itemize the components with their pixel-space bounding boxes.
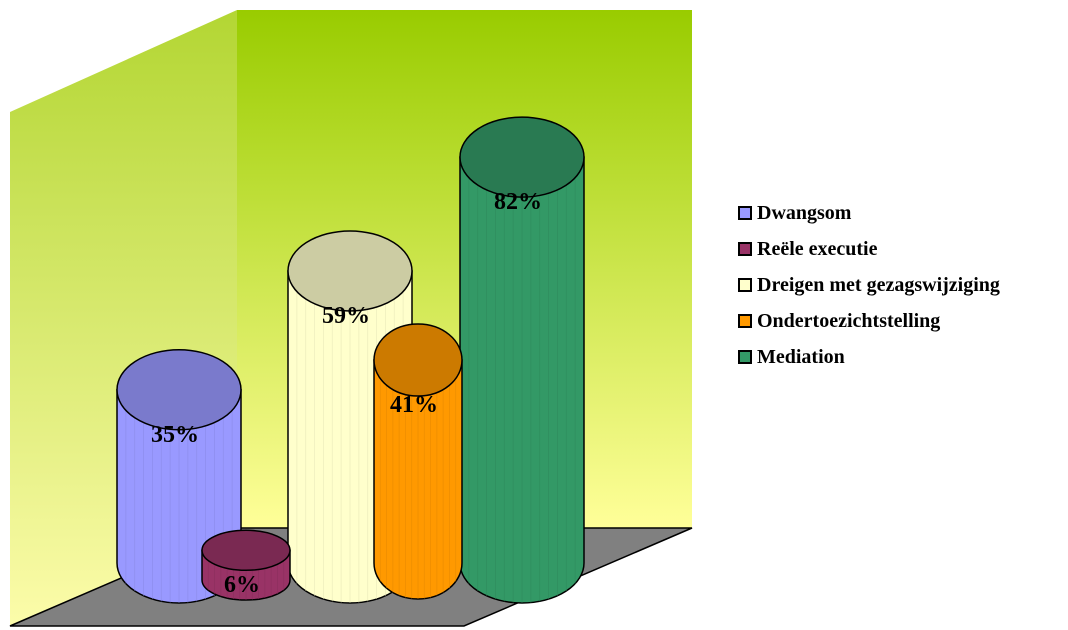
- legend-label: Dreigen met gezagswijziging: [757, 273, 1000, 296]
- data-label-3: 41%: [390, 392, 438, 418]
- bar-top-cap: [459, 116, 585, 198]
- legend-item-mediation: Mediation: [738, 339, 1000, 375]
- bar-4: [459, 116, 585, 604]
- legend-label: Dwangsom: [757, 201, 852, 224]
- legend-swatch: [738, 278, 752, 292]
- bar-top-cap: [116, 349, 242, 431]
- legend-swatch: [738, 242, 752, 256]
- data-label-4: 82%: [494, 189, 542, 215]
- legend: Dwangsom Reële executie Dreigen met geza…: [738, 195, 1000, 375]
- legend-label: Mediation: [757, 345, 845, 368]
- data-label-1: 6%: [224, 572, 260, 598]
- legend-item-reele-executie: Reële executie: [738, 231, 1000, 267]
- data-label-2: 59%: [322, 303, 370, 329]
- legend-swatch: [738, 350, 752, 364]
- legend-swatch: [738, 206, 752, 220]
- legend-label: Ondertoezichtstelling: [757, 309, 941, 332]
- data-labels-group: 35% 59% 6% 82% 41%: [151, 189, 542, 598]
- bar-top-cap: [287, 230, 413, 312]
- legend-label: Reële executie: [757, 237, 878, 260]
- bar-top-cap: [201, 529, 291, 572]
- bar-1: [201, 529, 291, 601]
- bar-top-cap: [373, 323, 463, 397]
- legend-item-dreigen: Dreigen met gezagswijziging: [738, 267, 1000, 303]
- legend-swatch: [738, 314, 752, 328]
- data-label-0: 35%: [151, 422, 199, 448]
- bar-0: [116, 349, 242, 604]
- bar-3: [373, 323, 463, 600]
- legend-item-ondertoezichtstelling: Ondertoezichtstelling: [738, 303, 1000, 339]
- legend-item-dwangsom: Dwangsom: [738, 195, 1000, 231]
- bars-group: [116, 116, 585, 604]
